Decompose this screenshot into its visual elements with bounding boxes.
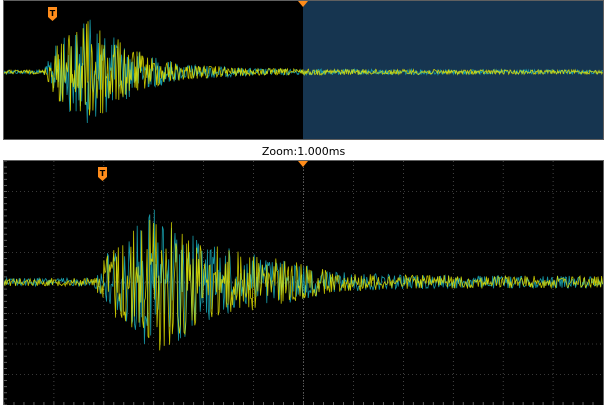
overview-trigger-marker[interactable]: T (48, 7, 57, 21)
zoom-display[interactable]: T (3, 160, 604, 405)
trigger-t-icon (48, 7, 57, 21)
trigger-t-label: T (50, 9, 56, 18)
trigger-t-icon (98, 167, 107, 181)
zoom-timebase-label: Zoom:1.000ms (261, 145, 346, 158)
zoom-waveform-canvas: T (4, 161, 603, 405)
overview-traces (4, 19, 603, 124)
trigger-position-arrow-icon[interactable] (298, 161, 308, 167)
zoom-trigger-marker[interactable]: T (98, 167, 107, 181)
zoom-trace-yellow (4, 219, 603, 351)
overview-display[interactable]: T (3, 0, 604, 140)
overview-waveform-canvas: T (4, 1, 603, 139)
trigger-t-label: T (100, 169, 106, 178)
zoom-traces (4, 209, 603, 351)
zoom-label-bar: Zoom:1.000ms (0, 140, 607, 160)
overview-trace-yellow (4, 21, 603, 116)
trigger-position-arrow-icon[interactable] (298, 1, 308, 7)
